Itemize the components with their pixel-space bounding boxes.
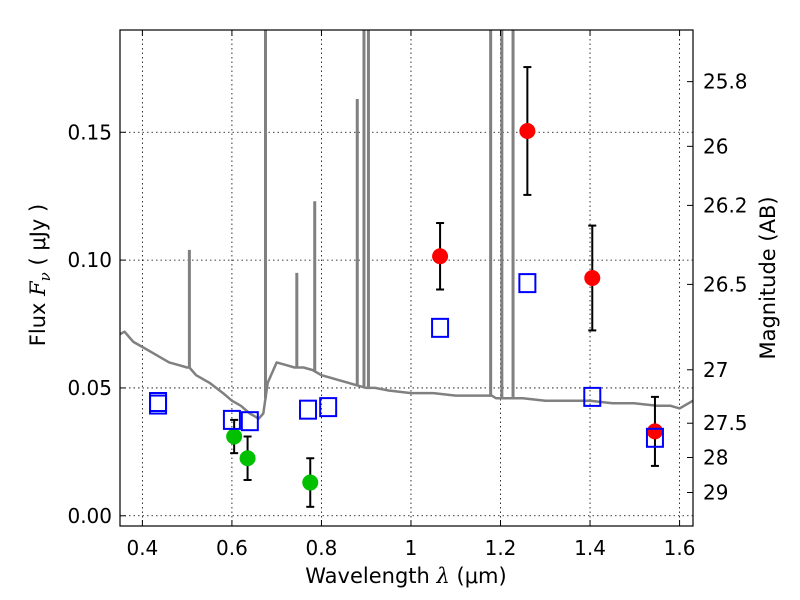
y2-tick-label: 27 — [703, 358, 728, 382]
x-tick-label: 1 — [405, 536, 418, 560]
x-tick-label: 0.8 — [306, 536, 338, 560]
x-axis-label-symbol: λ — [436, 564, 450, 588]
data-point-square — [149, 394, 168, 415]
y-axis-label-symbol: F — [26, 280, 50, 297]
data-point-square — [645, 427, 664, 448]
plot-frame — [119, 29, 694, 527]
x-tick-label: 1.2 — [485, 536, 517, 560]
y2-tick-label: 29 — [703, 481, 728, 505]
data-point-circle — [432, 248, 449, 265]
y-axis-label-subscript: ν — [36, 272, 54, 281]
data-point-circle — [519, 122, 536, 139]
data-point-square — [240, 411, 259, 432]
x-axis-label-prefix: Wavelength — [305, 564, 436, 588]
data-point-circle — [239, 450, 256, 467]
y-tick-label: 0.15 — [67, 120, 112, 144]
y-tick-label: 0.10 — [67, 248, 112, 272]
data-point-square — [583, 386, 602, 407]
photometry-points — [149, 66, 664, 508]
x-tick-label: 0.4 — [126, 536, 158, 560]
x-axis-label-unit: (μm) — [450, 564, 507, 588]
y2-tick-label: 27.5 — [703, 411, 748, 435]
y-axis-label-unit: ( μJy ) — [26, 204, 50, 272]
y2-tick-label: 26 — [703, 134, 728, 158]
y-tick-label: 0.05 — [67, 376, 112, 400]
y2-tick-label: 26.5 — [703, 272, 748, 296]
y2-tick-label: 28 — [703, 445, 728, 469]
data-point-circle — [584, 270, 601, 286]
y2-axis-label: Magnitude (AB) — [756, 196, 780, 359]
data-point-circle — [646, 423, 663, 440]
data-point-circle — [226, 428, 243, 445]
data-point-square — [518, 273, 537, 294]
y-axis-label: Flux Fν ( μJy ) — [26, 204, 54, 346]
data-point-square — [431, 317, 450, 338]
data-point-square — [222, 409, 241, 430]
y-tick-label: 0.00 — [67, 504, 112, 528]
y-axis-label-prefix: Flux — [26, 296, 50, 346]
x-tick-label: 1.4 — [574, 536, 606, 560]
y2-tick-label: 25.8 — [703, 70, 748, 94]
y2-tick-label: 26.2 — [703, 193, 748, 217]
plot-area — [120, 30, 693, 526]
data-point-square — [299, 399, 318, 420]
model-continuum-line — [120, 330, 693, 420]
data-point-circle — [302, 474, 319, 491]
x-axis-label: Wavelength λ (μm) — [305, 564, 506, 588]
data-point-square — [319, 397, 338, 418]
x-tick-label: 1.6 — [664, 536, 696, 560]
model-spectrum — [120, 30, 693, 420]
x-tick-label: 0.6 — [216, 536, 248, 560]
axis-ticks: 0.4 0.6 0.8 1 1.2 1.4 1.6 0.00 0.05 0.10 0.15 25.8 2… — [67, 30, 748, 560]
